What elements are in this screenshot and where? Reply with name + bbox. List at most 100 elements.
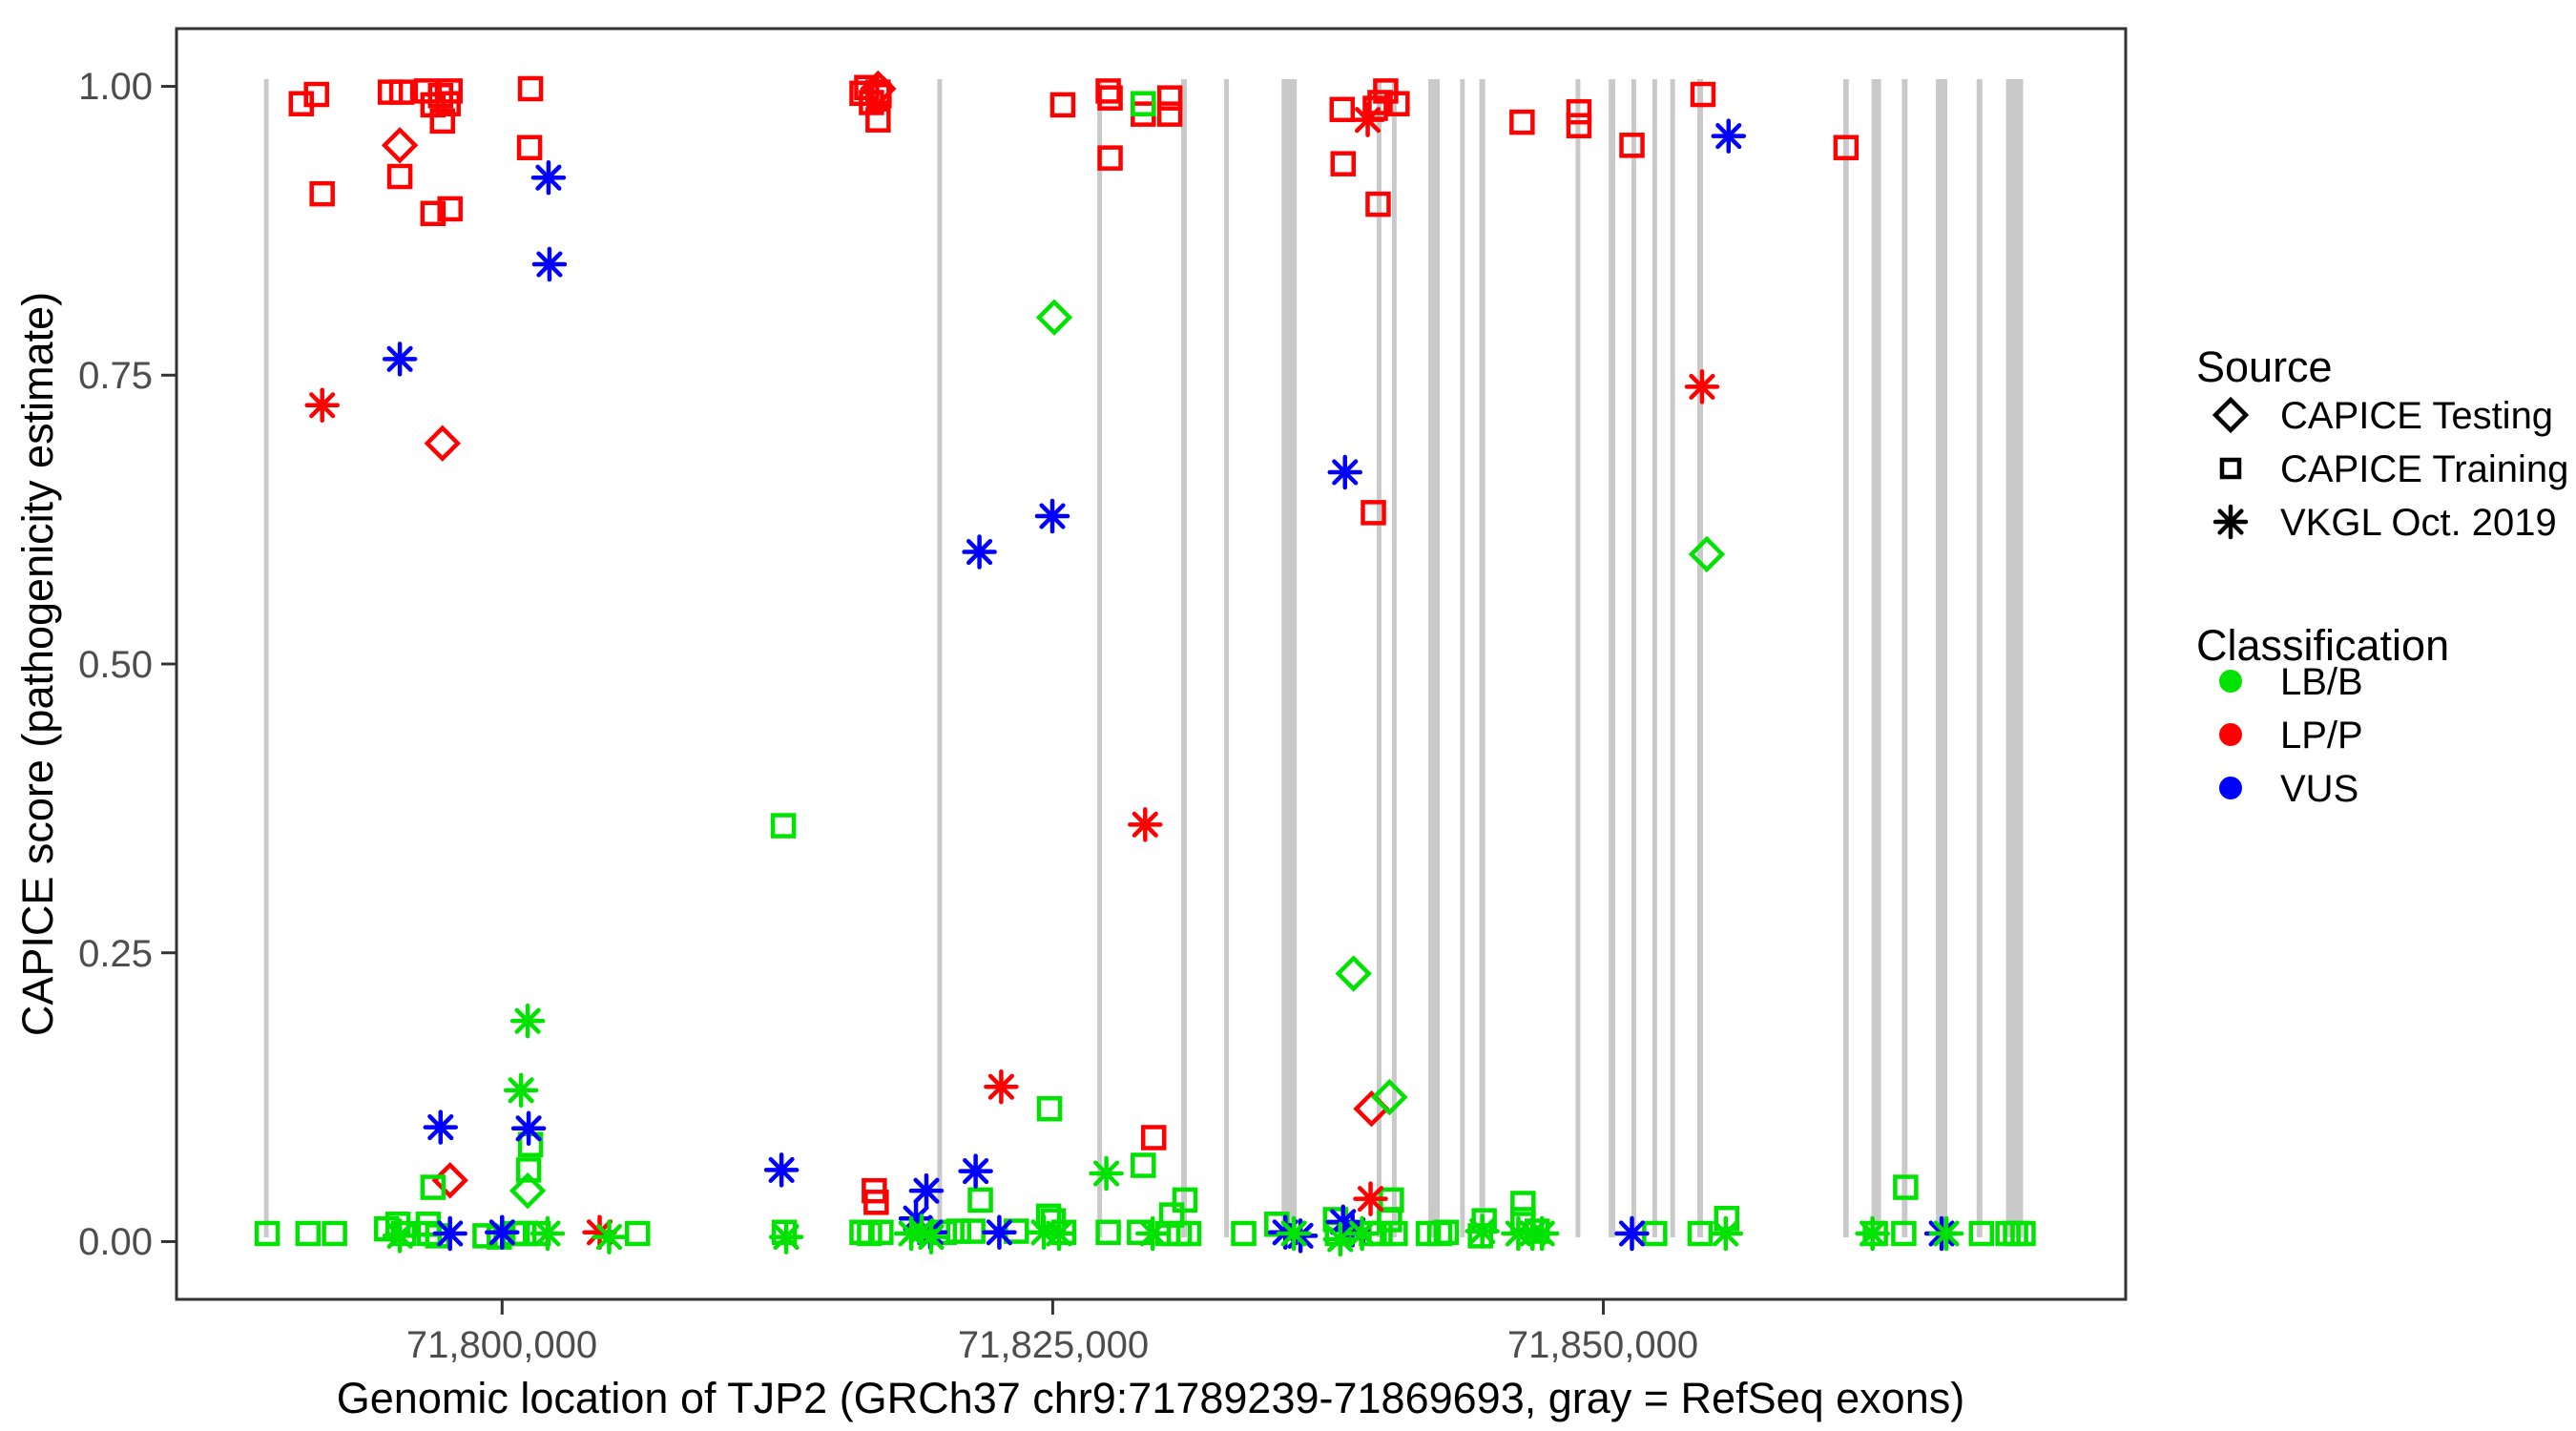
refseq-exon-band [1281,79,1298,1237]
square-marker [1097,145,1123,171]
square-marker [295,1220,322,1247]
axis-ticks-layer [161,85,1606,1315]
asterisk-marker [485,1214,520,1251]
square-marker [1566,113,1592,138]
square-marker [1172,1187,1198,1213]
legend-classification-title: Classification [2196,621,2449,670]
refseq-exon-band [1842,79,1849,1237]
diamond-marker [509,1172,547,1210]
legend-source-symbols [2212,396,2250,540]
asterisk-marker [1322,1221,1359,1257]
plot-panel-background [177,29,2126,1299]
square-marker [1377,1207,1402,1233]
y-tick-label-0.50: 0.50 [78,644,153,686]
legend-item-vkgl: VKGL Oct. 2019 [2280,502,2557,544]
square-marker [472,1223,498,1249]
asterisk-marker [1344,1215,1380,1252]
asterisk-marker [1684,369,1720,404]
square-marker [437,196,463,222]
x-tick-label-71800000: 71,800,000 [406,1324,597,1366]
asterisk-marker [1276,1215,1312,1252]
asterisk-marker [1855,1215,1890,1252]
square-marker [1524,1218,1550,1244]
square-marker [390,1220,417,1247]
square-marker [859,90,884,115]
asterisk-marker [382,342,418,377]
refseq-exon-band [1479,79,1485,1237]
legend-item-capice-testing: CAPICE Testing [2280,395,2553,437]
square-marker [303,81,329,108]
square-marker [1833,135,1859,160]
square-marker [1140,1125,1167,1151]
asterisk-marker [1708,1215,1744,1252]
square-marker [515,1157,542,1183]
square-marker [1131,1152,1156,1178]
refseq-exon-bands-layer [263,79,2024,1237]
legend-symbol-diamond [2212,396,2250,434]
square-marker [309,180,335,207]
legend-item-capice-training: CAPICE Training [2280,448,2568,490]
square-marker [1158,1202,1185,1228]
refseq-exon-band [1180,79,1187,1237]
legend-dot-lpp [2219,723,2242,746]
asterisk-marker [984,1068,1019,1105]
refseq-exon-band [1871,79,1881,1237]
asterisk-marker [530,1215,566,1252]
square-marker [420,200,447,226]
square-marker [1968,1220,1995,1247]
asterisk-marker [1128,807,1163,842]
refseq-exon-band [1460,79,1465,1237]
square-marker [1365,191,1391,218]
refseq-exon-band [1631,79,1636,1237]
square-marker [1329,96,1356,123]
square-marker [1036,1095,1063,1122]
square-marker [1049,92,1076,118]
asterisk-marker [1524,1215,1560,1252]
y-tick-label-0.00: 0.00 [78,1221,153,1263]
refseq-exon-band [1901,79,1908,1237]
asterisk-marker [1711,118,1747,154]
legend-class-lpp: LP/P [2280,715,2363,757]
square-marker [1433,1219,1460,1246]
legend-class-vus: VUS [2280,768,2358,810]
square-marker [865,107,891,133]
square-marker [1893,1174,1919,1200]
square-marker [1690,81,1716,108]
refseq-exon-band [263,79,269,1237]
asterisk-marker [768,1219,804,1255]
square-marker [967,1187,993,1213]
diamond-marker [1371,1078,1408,1116]
legend-dot-lbb [2219,670,2242,693]
square-marker [1619,133,1645,158]
x-tick-label-71825000: 71,825,000 [958,1324,1149,1366]
square-marker [1891,1220,1917,1247]
asterisk-marker [1614,1215,1650,1252]
asterisk-marker [592,1219,627,1255]
x-tick-label-71850000: 71,850,000 [1507,1324,1698,1366]
asterisk-marker [1928,1215,1964,1252]
square-marker [429,108,455,135]
diamond-marker [424,425,461,462]
refseq-exon-band [1097,79,1103,1237]
x-axis-title: Genomic location of TJP2 (GRCh37 chr9:71… [337,1374,1964,1422]
square-marker [420,1174,447,1200]
asterisk-marker [509,1003,546,1039]
refseq-exon-band [1652,79,1657,1237]
refseq-exon-band [1936,79,1948,1237]
y-tick-label-0.75: 0.75 [78,355,153,397]
refseq-exon-band [1376,79,1381,1237]
asterisk-marker [913,1219,949,1255]
square-marker [413,78,440,104]
y-tick-label-0.25: 0.25 [78,933,153,975]
square-marker [868,1219,894,1246]
square-marker [516,135,543,160]
asterisk-marker [908,1172,945,1209]
refseq-exon-band [1391,79,1397,1237]
asterisk-marker [1034,498,1070,534]
refseq-exon-band [1696,79,1703,1237]
diamond-marker [1335,955,1372,992]
square-marker [437,78,463,104]
square-marker [1330,151,1357,176]
refseq-exon-band [2005,79,2024,1237]
